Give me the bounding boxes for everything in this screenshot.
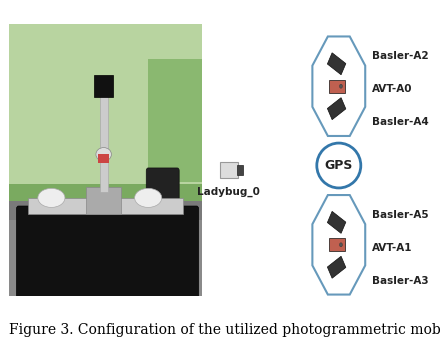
Bar: [115, 241, 139, 255]
Circle shape: [340, 243, 342, 247]
Polygon shape: [329, 80, 345, 93]
Bar: [94, 75, 114, 97]
Bar: [9, 201, 202, 296]
Ellipse shape: [38, 188, 65, 207]
Ellipse shape: [135, 188, 162, 207]
FancyBboxPatch shape: [17, 206, 198, 299]
Bar: [38, 258, 57, 269]
Polygon shape: [327, 211, 346, 233]
Circle shape: [340, 84, 342, 88]
Polygon shape: [327, 53, 346, 75]
Bar: [9, 184, 202, 201]
Bar: [144, 263, 164, 274]
FancyBboxPatch shape: [146, 168, 179, 201]
Bar: [98, 154, 110, 163]
Text: AVT-A1: AVT-A1: [372, 243, 412, 253]
Text: Basler-A4: Basler-A4: [372, 117, 429, 127]
Text: Figure 3. Configuration of the utilized photogrammetric mobile: Figure 3. Configuration of the utilized …: [9, 323, 440, 337]
Ellipse shape: [96, 148, 111, 161]
Text: AVT-A0: AVT-A0: [372, 84, 412, 94]
Bar: [86, 187, 121, 214]
Bar: [148, 59, 202, 182]
Polygon shape: [329, 238, 345, 251]
Text: GPS: GPS: [325, 159, 353, 172]
Text: Basler-A5: Basler-A5: [372, 210, 429, 220]
Bar: [237, 165, 243, 175]
FancyBboxPatch shape: [220, 162, 238, 178]
Bar: [100, 89, 107, 192]
Bar: [28, 198, 183, 214]
Text: Ladybug_0: Ladybug_0: [198, 186, 260, 197]
Text: Basler-A3: Basler-A3: [372, 276, 429, 286]
Text: Basler-A2: Basler-A2: [372, 51, 429, 61]
Polygon shape: [327, 256, 346, 278]
Bar: [9, 198, 202, 220]
Polygon shape: [327, 98, 346, 120]
Bar: [9, 24, 202, 201]
